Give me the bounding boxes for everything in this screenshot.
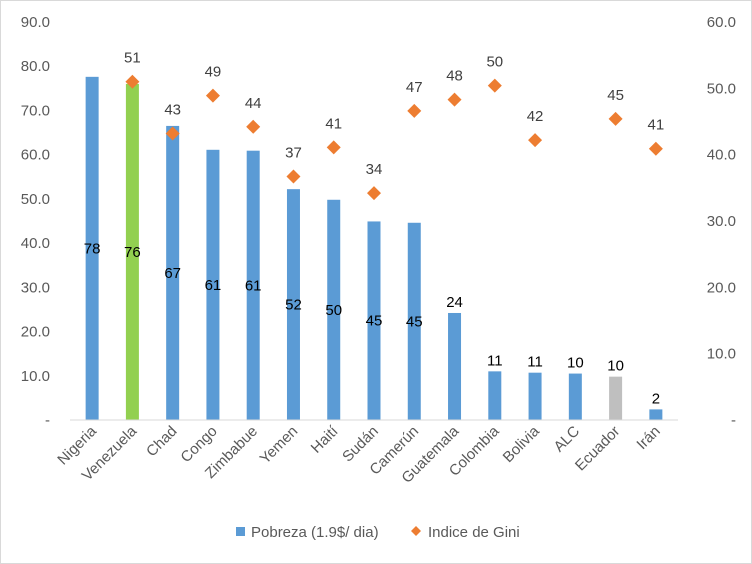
- bar-data-label: 50: [325, 302, 342, 319]
- right-tick-label: 60.0: [707, 14, 736, 31]
- gini-data-label: 41: [325, 115, 342, 132]
- left-tick-label: 40.0: [21, 235, 50, 252]
- right-tick-label: 30.0: [707, 213, 736, 230]
- bar-guatemala: [448, 312, 462, 420]
- poverty-data-labels: 78 76 67 61 61 52 50 45 45 24 11 11 10 10 2: [84, 240, 660, 407]
- gini-marker-zimbabue: [246, 119, 261, 134]
- gini-data-label: 43: [164, 101, 181, 118]
- bar-venezuela: [125, 83, 139, 421]
- gini-data-label: 49: [205, 64, 222, 81]
- bar-bolivia: [528, 372, 542, 420]
- bar-data-label: 45: [406, 313, 423, 330]
- legend-label-gini: Indice de Gini: [428, 524, 520, 541]
- bar-nigeria: [85, 76, 99, 420]
- bar-camerún: [407, 222, 421, 420]
- bar-chad: [166, 125, 180, 420]
- gini-marker-ecuador: [608, 111, 623, 126]
- gini-marker-irán: [648, 141, 663, 156]
- left-tick-label: 80.0: [21, 58, 50, 75]
- gini-marker-guatemala: [447, 92, 462, 107]
- bar-ecuador: [609, 376, 623, 420]
- bar-congo: [206, 149, 220, 420]
- bar-data-label: 61: [205, 277, 222, 294]
- gini-data-label: 45: [607, 87, 624, 104]
- bar-data-label: 24: [446, 294, 463, 311]
- left-tick-label: 50.0: [21, 191, 50, 208]
- gini-markers: [125, 74, 663, 201]
- gini-data-label: 37: [285, 145, 302, 162]
- bar-colombia: [488, 371, 502, 420]
- gini-marker-camerún: [407, 103, 422, 118]
- bar-data-label: 67: [164, 265, 181, 282]
- bar-yemen: [286, 189, 300, 420]
- bar-data-label: 10: [567, 355, 584, 372]
- left-tick-label: 20.0: [21, 324, 50, 341]
- legend-label-pobreza: Pobreza (1.9$/ dia): [251, 524, 379, 541]
- gini-data-label: 41: [648, 117, 665, 134]
- poverty-bars: [85, 76, 663, 421]
- left-tick-label: -: [45, 412, 50, 429]
- bar-irán: [649, 409, 663, 420]
- left-tick-label: 90.0: [21, 14, 50, 31]
- left-y-axis: - 10.0 20.0 30.0 40.0 50.0 60.0 70.0 80.0 90.0: [21, 14, 50, 429]
- right-tick-label: 10.0: [707, 346, 736, 363]
- bar-data-label: 11: [527, 354, 543, 371]
- left-tick-label: 60.0: [21, 147, 50, 164]
- bar-data-label: 78: [84, 240, 101, 257]
- bar-data-label: 76: [124, 244, 141, 261]
- gini-data-label: 50: [486, 54, 503, 71]
- bar-zimbabue: [246, 150, 260, 421]
- bar-haití: [327, 199, 341, 420]
- right-tick-label: 40.0: [707, 147, 736, 164]
- gini-marker-congo: [205, 88, 220, 103]
- gini-marker-chad: [165, 126, 180, 141]
- bar-data-label: 2: [652, 390, 660, 407]
- left-tick-label: 30.0: [21, 279, 50, 296]
- gini-data-label: 42: [527, 108, 544, 125]
- gini-marker-colombia: [487, 78, 502, 93]
- bar-data-label: 52: [285, 297, 302, 314]
- gini-data-label: 34: [366, 161, 383, 178]
- gini-marker-haití: [326, 140, 341, 155]
- gini-marker-bolivia: [528, 133, 543, 148]
- left-tick-label: 10.0: [21, 368, 50, 385]
- gini-data-label: 47: [406, 79, 423, 96]
- left-tick-label: 70.0: [21, 102, 50, 119]
- gini-data-label: 51: [124, 50, 141, 67]
- gini-data-labels: 51 43 49 44 37 41 34 47 48 50 42 45 41: [124, 50, 664, 178]
- legend: Pobreza (1.9$/ dia) Indice de Gini: [236, 524, 520, 541]
- gini-data-label: 44: [245, 95, 262, 112]
- legend-diamond-swatch: [411, 526, 421, 536]
- bar-sudán: [367, 221, 381, 420]
- bar-alc: [568, 373, 582, 420]
- legend-bar-swatch: [236, 527, 245, 536]
- gini-marker-sudán: [367, 186, 381, 201]
- bar-data-label: 11: [487, 352, 503, 369]
- right-tick-label: -: [731, 412, 736, 429]
- gini-data-label: 48: [446, 68, 463, 85]
- gini-marker-venezuela: [125, 74, 140, 89]
- bar-data-label: 10: [607, 358, 624, 375]
- right-tick-label: 50.0: [707, 80, 736, 97]
- bar-data-label: 61: [245, 277, 262, 294]
- right-tick-label: 20.0: [707, 279, 736, 296]
- right-y-axis: - 10.0 20.0 30.0 40.0 50.0 60.0: [707, 14, 736, 429]
- gini-marker-yemen: [286, 169, 301, 184]
- bar-data-label: 45: [366, 313, 383, 330]
